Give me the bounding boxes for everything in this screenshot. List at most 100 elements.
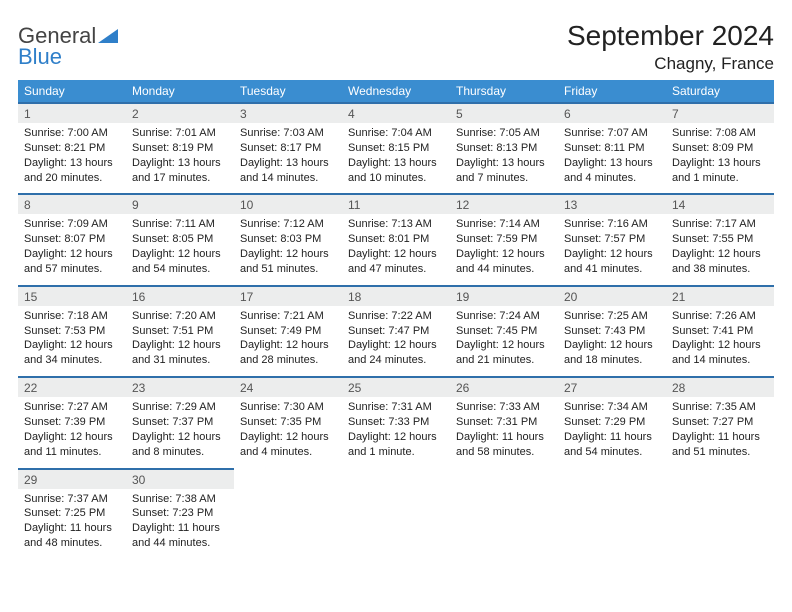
daylight-text: Daylight: 12 hours and 44 minutes.: [456, 247, 552, 277]
daylight-text: Daylight: 12 hours and 34 minutes.: [24, 338, 120, 368]
sunrise-text: Sunrise: 7:05 AM: [456, 126, 552, 141]
sunrise-text: Sunrise: 7:27 AM: [24, 400, 120, 415]
day-number-row: 15161718192021: [18, 286, 774, 306]
day-info-cell: Sunrise: 7:11 AMSunset: 8:05 PMDaylight:…: [126, 214, 234, 285]
day-number-cell: 10: [234, 194, 342, 214]
day-info-row: Sunrise: 7:18 AMSunset: 7:53 PMDaylight:…: [18, 306, 774, 377]
sunset-text: Sunset: 8:19 PM: [132, 141, 228, 156]
brand-triangle-icon: [98, 26, 118, 47]
weekday-header: Sunday: [18, 80, 126, 103]
daylight-text: Daylight: 12 hours and 14 minutes.: [672, 338, 768, 368]
sunset-text: Sunset: 7:57 PM: [564, 232, 660, 247]
sunrise-text: Sunrise: 7:11 AM: [132, 217, 228, 232]
sunset-text: Sunset: 7:27 PM: [672, 415, 768, 430]
day-number-cell: 26: [450, 377, 558, 397]
day-info-cell: Sunrise: 7:34 AMSunset: 7:29 PMDaylight:…: [558, 397, 666, 468]
day-number-cell: 18: [342, 286, 450, 306]
day-number-cell: 11: [342, 194, 450, 214]
day-info-cell: Sunrise: 7:03 AMSunset: 8:17 PMDaylight:…: [234, 123, 342, 194]
day-number-cell: 20: [558, 286, 666, 306]
day-info-cell: Sunrise: 7:21 AMSunset: 7:49 PMDaylight:…: [234, 306, 342, 377]
day-number-cell: 9: [126, 194, 234, 214]
day-info-cell: [558, 489, 666, 559]
sunrise-text: Sunrise: 7:31 AM: [348, 400, 444, 415]
day-info-cell: Sunrise: 7:33 AMSunset: 7:31 PMDaylight:…: [450, 397, 558, 468]
day-number-cell: 21: [666, 286, 774, 306]
sunset-text: Sunset: 7:45 PM: [456, 324, 552, 339]
day-number-row: 891011121314: [18, 194, 774, 214]
sunset-text: Sunset: 7:39 PM: [24, 415, 120, 430]
daylight-text: Daylight: 12 hours and 8 minutes.: [132, 430, 228, 460]
sunset-text: Sunset: 7:43 PM: [564, 324, 660, 339]
sunrise-text: Sunrise: 7:30 AM: [240, 400, 336, 415]
day-info-cell: Sunrise: 7:12 AMSunset: 8:03 PMDaylight:…: [234, 214, 342, 285]
daylight-text: Daylight: 12 hours and 1 minute.: [348, 430, 444, 460]
daylight-text: Daylight: 13 hours and 7 minutes.: [456, 156, 552, 186]
day-number-cell: 19: [450, 286, 558, 306]
brand-text: General Blue: [18, 26, 118, 68]
day-info-cell: [342, 489, 450, 559]
day-info-cell: Sunrise: 7:25 AMSunset: 7:43 PMDaylight:…: [558, 306, 666, 377]
daylight-text: Daylight: 11 hours and 48 minutes.: [24, 521, 120, 551]
sunrise-text: Sunrise: 7:03 AM: [240, 126, 336, 141]
sunrise-text: Sunrise: 7:21 AM: [240, 309, 336, 324]
day-number-cell: 24: [234, 377, 342, 397]
sunrise-text: Sunrise: 7:00 AM: [24, 126, 120, 141]
sunrise-text: Sunrise: 7:13 AM: [348, 217, 444, 232]
daylight-text: Daylight: 12 hours and 41 minutes.: [564, 247, 660, 277]
sunset-text: Sunset: 7:51 PM: [132, 324, 228, 339]
day-info-cell: Sunrise: 7:18 AMSunset: 7:53 PMDaylight:…: [18, 306, 126, 377]
sunset-text: Sunset: 7:35 PM: [240, 415, 336, 430]
sunset-text: Sunset: 7:25 PM: [24, 506, 120, 521]
day-info-cell: Sunrise: 7:20 AMSunset: 7:51 PMDaylight:…: [126, 306, 234, 377]
sunrise-text: Sunrise: 7:18 AM: [24, 309, 120, 324]
day-number-cell: 7: [666, 103, 774, 123]
day-info-cell: Sunrise: 7:09 AMSunset: 8:07 PMDaylight:…: [18, 214, 126, 285]
sunrise-text: Sunrise: 7:34 AM: [564, 400, 660, 415]
day-number-cell: 4: [342, 103, 450, 123]
day-info-cell: Sunrise: 7:13 AMSunset: 8:01 PMDaylight:…: [342, 214, 450, 285]
day-info-cell: Sunrise: 7:35 AMSunset: 7:27 PMDaylight:…: [666, 397, 774, 468]
sunrise-text: Sunrise: 7:33 AM: [456, 400, 552, 415]
daylight-text: Daylight: 12 hours and 11 minutes.: [24, 430, 120, 460]
weekday-header: Tuesday: [234, 80, 342, 103]
day-number-cell: 16: [126, 286, 234, 306]
daylight-text: Daylight: 13 hours and 4 minutes.: [564, 156, 660, 186]
sunset-text: Sunset: 7:31 PM: [456, 415, 552, 430]
day-number-cell: 15: [18, 286, 126, 306]
sunrise-text: Sunrise: 7:07 AM: [564, 126, 660, 141]
sunset-text: Sunset: 7:47 PM: [348, 324, 444, 339]
day-info-cell: Sunrise: 7:37 AMSunset: 7:25 PMDaylight:…: [18, 489, 126, 559]
sunrise-text: Sunrise: 7:12 AM: [240, 217, 336, 232]
day-number-cell: 13: [558, 194, 666, 214]
daylight-text: Daylight: 13 hours and 14 minutes.: [240, 156, 336, 186]
daylight-text: Daylight: 13 hours and 17 minutes.: [132, 156, 228, 186]
day-info-cell: Sunrise: 7:08 AMSunset: 8:09 PMDaylight:…: [666, 123, 774, 194]
day-info-cell: Sunrise: 7:07 AMSunset: 8:11 PMDaylight:…: [558, 123, 666, 194]
title-block: September 2024 Chagny, France: [567, 20, 774, 74]
daylight-text: Daylight: 13 hours and 20 minutes.: [24, 156, 120, 186]
sunrise-text: Sunrise: 7:24 AM: [456, 309, 552, 324]
brand-line2: Blue: [18, 44, 62, 69]
day-number-cell: [234, 469, 342, 489]
day-number-cell: 29: [18, 469, 126, 489]
sunrise-text: Sunrise: 7:20 AM: [132, 309, 228, 324]
sunset-text: Sunset: 7:53 PM: [24, 324, 120, 339]
day-info-cell: [666, 489, 774, 559]
daylight-text: Daylight: 12 hours and 24 minutes.: [348, 338, 444, 368]
sunrise-text: Sunrise: 7:29 AM: [132, 400, 228, 415]
day-info-cell: Sunrise: 7:16 AMSunset: 7:57 PMDaylight:…: [558, 214, 666, 285]
sunrise-text: Sunrise: 7:22 AM: [348, 309, 444, 324]
day-number-row: 2930: [18, 469, 774, 489]
daylight-text: Daylight: 11 hours and 58 minutes.: [456, 430, 552, 460]
daylight-text: Daylight: 11 hours and 54 minutes.: [564, 430, 660, 460]
day-number-cell: 17: [234, 286, 342, 306]
day-number-cell: 14: [666, 194, 774, 214]
daylight-text: Daylight: 12 hours and 57 minutes.: [24, 247, 120, 277]
sunrise-text: Sunrise: 7:14 AM: [456, 217, 552, 232]
weekday-header: Monday: [126, 80, 234, 103]
day-info-cell: Sunrise: 7:27 AMSunset: 7:39 PMDaylight:…: [18, 397, 126, 468]
daylight-text: Daylight: 13 hours and 10 minutes.: [348, 156, 444, 186]
day-number-cell: [450, 469, 558, 489]
daylight-text: Daylight: 12 hours and 47 minutes.: [348, 247, 444, 277]
